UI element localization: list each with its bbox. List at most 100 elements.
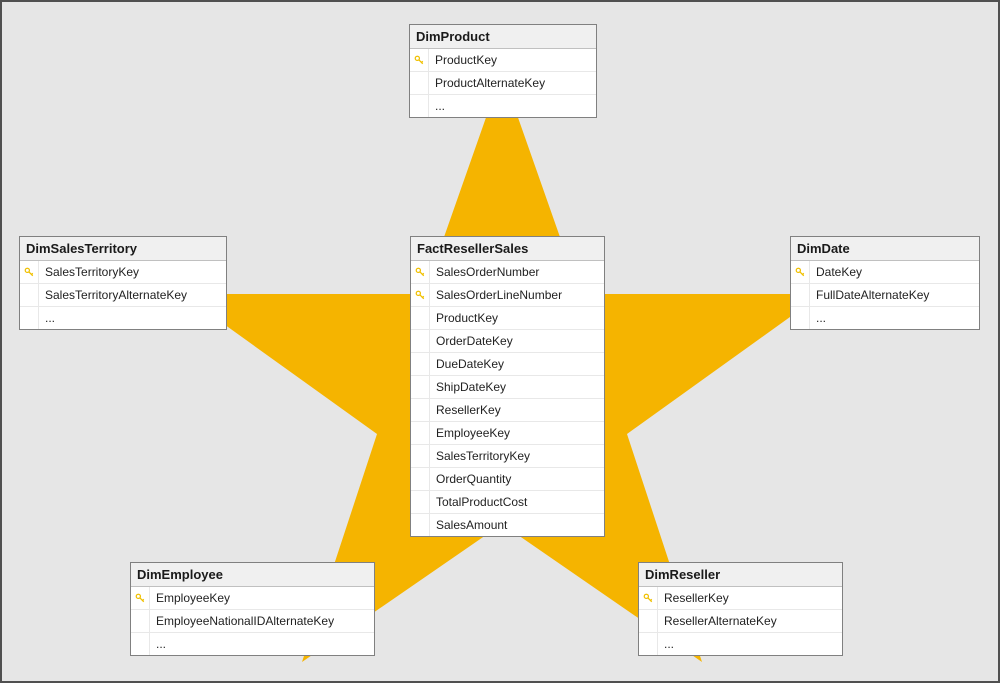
column-name: DueDateKey: [430, 357, 604, 371]
table-column[interactable]: EmployeeKey: [131, 587, 374, 610]
column-name: EmployeeNationalIDAlternateKey: [150, 614, 374, 628]
table-header[interactable]: FactResellerSales: [411, 237, 604, 261]
table-column[interactable]: ...: [639, 633, 842, 655]
table-column[interactable]: SalesAmount: [411, 514, 604, 536]
table-column[interactable]: ...: [131, 633, 374, 655]
table-dimemployee[interactable]: DimEmployee EmployeeKey EmployeeNationalID…: [130, 562, 375, 656]
table-column[interactable]: EmployeeNationalIDAlternateKey: [131, 610, 374, 633]
column-gutter: [791, 284, 810, 306]
pk-indicator: [411, 261, 430, 283]
column-name: ...: [429, 99, 596, 113]
primary-key-icon: [24, 267, 34, 277]
table-column[interactable]: ResellerKey: [639, 587, 842, 610]
table-fact[interactable]: FactResellerSales SalesOrderNumber SalesOr…: [410, 236, 605, 537]
column-gutter: [411, 445, 430, 467]
table-column[interactable]: TotalProductCost: [411, 491, 604, 514]
table-dimproduct[interactable]: DimProduct ProductKey ProductAlternateKey.…: [409, 24, 597, 118]
column-name: ProductAlternateKey: [429, 76, 596, 90]
primary-key-icon: [415, 290, 425, 300]
table-dimsalesterritory[interactable]: DimSalesTerritory SalesTerritoryKey SalesT…: [19, 236, 227, 330]
table-column[interactable]: ...: [410, 95, 596, 117]
table-column[interactable]: ProductKey: [411, 307, 604, 330]
table-column[interactable]: FullDateAlternateKey: [791, 284, 979, 307]
column-gutter: [410, 72, 429, 94]
column-gutter: [411, 330, 430, 352]
column-name: SalesTerritoryAlternateKey: [39, 288, 226, 302]
primary-key-icon: [795, 267, 805, 277]
table-column[interactable]: SalesTerritoryKey: [20, 261, 226, 284]
table-column[interactable]: ShipDateKey: [411, 376, 604, 399]
column-name: ...: [810, 311, 979, 325]
column-name: SalesAmount: [430, 518, 604, 532]
column-name: ResellerKey: [658, 591, 842, 605]
column-gutter: [411, 468, 430, 490]
table-column[interactable]: SalesOrderNumber: [411, 261, 604, 284]
column-name: ProductKey: [429, 53, 596, 67]
column-gutter: [411, 399, 430, 421]
table-dimreseller[interactable]: DimReseller ResellerKey ResellerAlternateK…: [638, 562, 843, 656]
column-gutter: [639, 610, 658, 632]
table-column[interactable]: SalesTerritoryAlternateKey: [20, 284, 226, 307]
column-gutter: [20, 307, 39, 329]
table-column[interactable]: ProductKey: [410, 49, 596, 72]
column-gutter: [131, 633, 150, 655]
table-column[interactable]: ResellerKey: [411, 399, 604, 422]
pk-indicator: [411, 284, 430, 306]
table-column[interactable]: DueDateKey: [411, 353, 604, 376]
column-gutter: [410, 95, 429, 117]
table-column[interactable]: SalesOrderLineNumber: [411, 284, 604, 307]
primary-key-icon: [135, 593, 145, 603]
column-name: ProductKey: [430, 311, 604, 325]
primary-key-icon: [414, 55, 424, 65]
table-header[interactable]: DimProduct: [410, 25, 596, 49]
table-header[interactable]: DimDate: [791, 237, 979, 261]
column-name: SalesTerritoryKey: [430, 449, 604, 463]
column-name: TotalProductCost: [430, 495, 604, 509]
pk-indicator: [20, 261, 39, 283]
table-column[interactable]: ResellerAlternateKey: [639, 610, 842, 633]
column-name: SalesTerritoryKey: [39, 265, 226, 279]
column-gutter: [411, 491, 430, 513]
column-gutter: [411, 376, 430, 398]
pk-indicator: [791, 261, 810, 283]
column-name: ...: [150, 637, 374, 651]
table-column[interactable]: ProductAlternateKey: [410, 72, 596, 95]
column-name: FullDateAlternateKey: [810, 288, 979, 302]
pk-indicator: [131, 587, 150, 609]
table-column[interactable]: SalesTerritoryKey: [411, 445, 604, 468]
primary-key-icon: [643, 593, 653, 603]
table-column[interactable]: ...: [791, 307, 979, 329]
table-header[interactable]: DimEmployee: [131, 563, 374, 587]
column-gutter: [20, 284, 39, 306]
column-name: ResellerKey: [430, 403, 604, 417]
column-name: OrderQuantity: [430, 472, 604, 486]
column-name: OrderDateKey: [430, 334, 604, 348]
column-name: ...: [658, 637, 842, 651]
column-gutter: [411, 353, 430, 375]
column-name: EmployeeKey: [430, 426, 604, 440]
table-header[interactable]: DimSalesTerritory: [20, 237, 226, 261]
column-name: EmployeeKey: [150, 591, 374, 605]
table-column[interactable]: OrderDateKey: [411, 330, 604, 353]
column-gutter: [131, 610, 150, 632]
column-name: ...: [39, 311, 226, 325]
table-column[interactable]: EmployeeKey: [411, 422, 604, 445]
table-column[interactable]: ...: [20, 307, 226, 329]
table-header[interactable]: DimReseller: [639, 563, 842, 587]
column-name: SalesOrderLineNumber: [430, 288, 604, 302]
column-name: ShipDateKey: [430, 380, 604, 394]
column-gutter: [411, 307, 430, 329]
table-column[interactable]: OrderQuantity: [411, 468, 604, 491]
schema-canvas: FactResellerSales SalesOrderNumber SalesOr…: [0, 0, 1000, 683]
table-column[interactable]: DateKey: [791, 261, 979, 284]
column-name: DateKey: [810, 265, 979, 279]
column-gutter: [791, 307, 810, 329]
pk-indicator: [410, 49, 429, 71]
table-dimdate[interactable]: DimDate DateKey FullDateAlternateKey...: [790, 236, 980, 330]
column-gutter: [411, 422, 430, 444]
column-gutter: [639, 633, 658, 655]
primary-key-icon: [415, 267, 425, 277]
column-name: ResellerAlternateKey: [658, 614, 842, 628]
column-name: SalesOrderNumber: [430, 265, 604, 279]
pk-indicator: [639, 587, 658, 609]
